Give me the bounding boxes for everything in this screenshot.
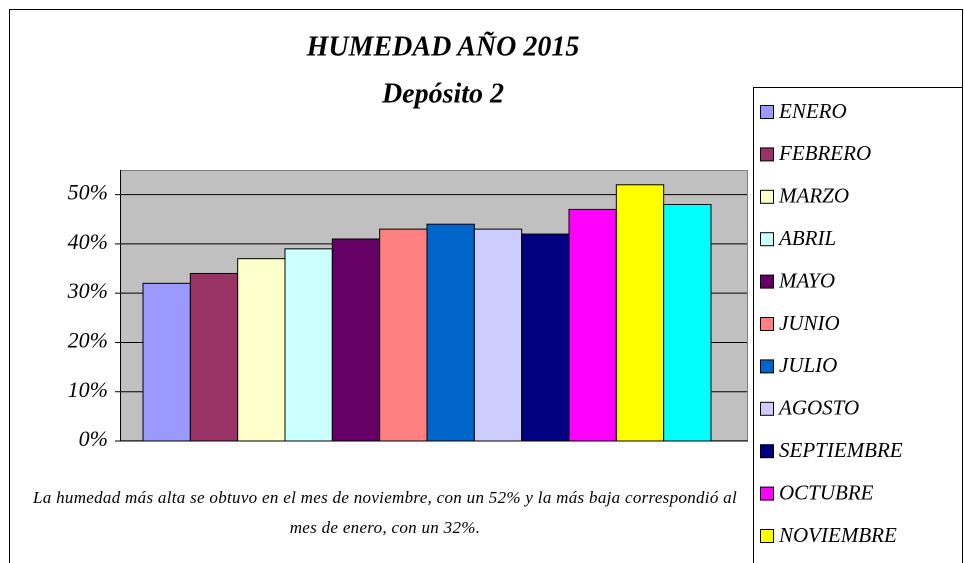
legend-swatch (760, 189, 774, 204)
legend-label: JULIO (779, 353, 837, 377)
bar (473, 228, 523, 442)
legend-label: ENERO (778, 99, 847, 123)
chart-title: HUMEDAD AÑO 2015 (306, 31, 580, 62)
y-tick-label: 30% (67, 278, 108, 303)
bar (331, 238, 381, 442)
chart-subtitle: Depósito 2 (381, 78, 504, 109)
bar (521, 233, 570, 442)
legend-swatch (760, 274, 774, 289)
legend-label: MARZO (778, 184, 849, 208)
bar (142, 282, 191, 442)
legend-label: NOVIEMBRE (778, 523, 897, 547)
legend-swatch (760, 401, 774, 416)
legend-swatch (760, 444, 774, 459)
bar (284, 248, 333, 442)
legend-label: AGOSTO (777, 396, 859, 420)
legend-box (753, 87, 963, 563)
bar (663, 203, 712, 442)
legend-label: FEBRERO (778, 141, 871, 165)
bar (426, 223, 475, 442)
legend-swatch (760, 359, 774, 374)
bar (237, 258, 286, 442)
annotation: La humedad más alta se obtuvo en el mes … (32, 488, 737, 537)
legend-label: MAYO (778, 268, 835, 292)
bar (615, 184, 665, 442)
legend-swatch (760, 105, 774, 119)
legend-swatch (760, 317, 774, 331)
legend-swatch (760, 486, 774, 501)
legend-swatch (760, 232, 774, 247)
bar (379, 228, 428, 442)
legend-swatch (760, 529, 774, 543)
bar (568, 208, 617, 442)
y-tick-label: 50% (68, 180, 108, 205)
legend-label: ABRIL (777, 226, 836, 250)
legend-swatch (760, 147, 774, 162)
bar (189, 272, 239, 442)
legend-label: JUNIO (779, 311, 840, 335)
legend-label: OCTUBRE (779, 480, 874, 504)
y-tick-label: 10% (68, 377, 108, 402)
y-tick-label: 0% (79, 426, 108, 451)
y-tick-label: 20% (68, 328, 108, 353)
legend-label: SEPTIEMBRE (779, 438, 903, 462)
y-tick-label: 40% (68, 229, 108, 254)
